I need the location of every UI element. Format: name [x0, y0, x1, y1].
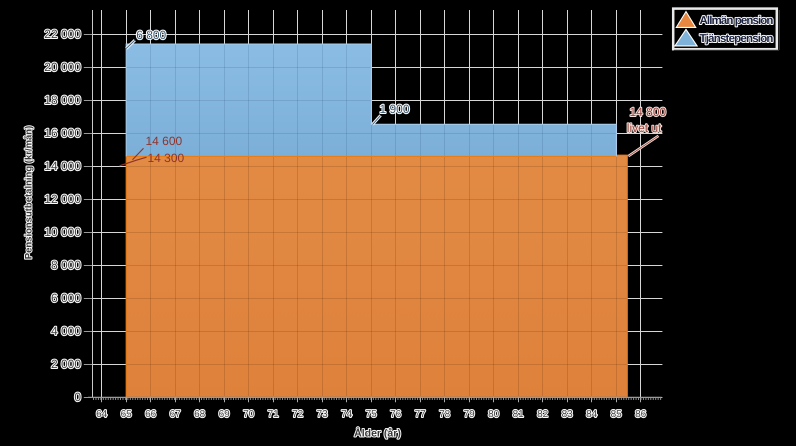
svg-text:79: 79: [464, 409, 476, 420]
svg-text:80: 80: [488, 409, 500, 420]
svg-text:81: 81: [513, 409, 525, 420]
svg-text:Pensionsutbetalning (kr/mån): Pensionsutbetalning (kr/mån): [24, 126, 35, 260]
svg-text:16 000: 16 000: [44, 126, 81, 140]
svg-text:Allmän pension: Allmän pension: [700, 15, 774, 27]
svg-text:66: 66: [145, 409, 157, 420]
svg-text:73: 73: [317, 409, 329, 420]
svg-text:70: 70: [243, 409, 255, 420]
svg-text:84: 84: [586, 409, 598, 420]
svg-text:78: 78: [439, 409, 451, 420]
svg-text:18 000: 18 000: [44, 93, 81, 107]
svg-text:77: 77: [415, 409, 427, 420]
svg-text:75: 75: [366, 409, 378, 420]
svg-text:74: 74: [341, 409, 353, 420]
svg-text:8 000: 8 000: [51, 258, 81, 272]
svg-text:0: 0: [74, 390, 81, 404]
svg-text:86: 86: [635, 409, 647, 420]
svg-text:12 000: 12 000: [44, 192, 81, 206]
svg-text:20 000: 20 000: [44, 60, 81, 74]
svg-text:14 000: 14 000: [44, 159, 81, 173]
svg-text:1 900: 1 900: [380, 102, 410, 116]
svg-text:6 000: 6 000: [51, 291, 81, 305]
svg-text:livet ut: livet ut: [627, 121, 662, 135]
svg-text:14 300: 14 300: [148, 151, 185, 165]
svg-text:6 800: 6 800: [136, 28, 166, 42]
svg-text:85: 85: [611, 409, 623, 420]
svg-text:14 800: 14 800: [630, 105, 667, 119]
svg-text:67: 67: [170, 409, 182, 420]
svg-text:83: 83: [562, 409, 574, 420]
svg-text:68: 68: [194, 409, 206, 420]
svg-text:72: 72: [292, 409, 304, 420]
svg-text:2 000: 2 000: [51, 357, 81, 371]
svg-text:22 000: 22 000: [44, 27, 81, 41]
svg-text:65: 65: [121, 409, 133, 420]
svg-text:69: 69: [219, 409, 231, 420]
svg-text:Tjänstepension: Tjänstepension: [700, 33, 774, 45]
svg-text:10 000: 10 000: [44, 225, 81, 239]
svg-text:82: 82: [537, 409, 549, 420]
svg-text:Ålder (år): Ålder (år): [354, 427, 401, 440]
svg-text:4 000: 4 000: [51, 324, 81, 338]
svg-text:76: 76: [390, 409, 402, 420]
svg-text:14 600: 14 600: [146, 134, 183, 148]
svg-text:64: 64: [96, 409, 108, 420]
svg-text:71: 71: [268, 409, 280, 420]
